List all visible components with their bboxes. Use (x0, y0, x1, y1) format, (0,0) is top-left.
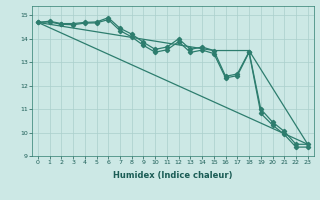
X-axis label: Humidex (Indice chaleur): Humidex (Indice chaleur) (113, 171, 233, 180)
